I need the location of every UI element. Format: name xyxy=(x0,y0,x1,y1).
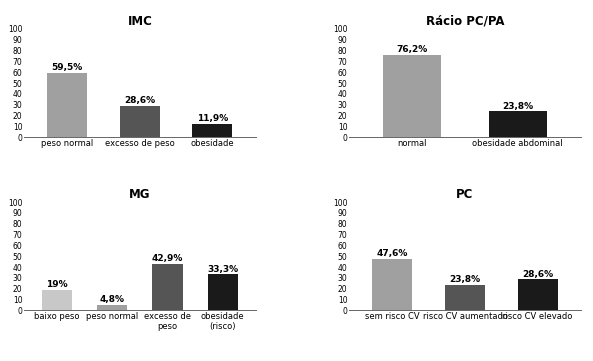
Text: 28,6%: 28,6% xyxy=(522,270,553,279)
Bar xyxy=(47,73,87,137)
Bar xyxy=(120,106,160,137)
Bar xyxy=(208,274,238,310)
Text: 11,9%: 11,9% xyxy=(197,114,228,123)
Text: 19%: 19% xyxy=(46,280,68,289)
Bar xyxy=(193,124,232,137)
Bar xyxy=(518,279,557,310)
Bar xyxy=(445,285,485,310)
Text: 59,5%: 59,5% xyxy=(52,63,83,72)
Text: 23,8%: 23,8% xyxy=(502,101,533,110)
Bar xyxy=(372,259,412,310)
Bar xyxy=(383,55,441,137)
Title: PC: PC xyxy=(457,188,474,201)
Title: Rácio PC/PA: Rácio PC/PA xyxy=(426,15,504,28)
Title: MG: MG xyxy=(129,188,151,201)
Text: 23,8%: 23,8% xyxy=(449,275,480,284)
Bar xyxy=(97,305,127,310)
Bar xyxy=(152,264,183,310)
Bar xyxy=(489,112,547,137)
Bar xyxy=(42,290,72,310)
Text: 76,2%: 76,2% xyxy=(397,45,428,54)
Text: 33,3%: 33,3% xyxy=(207,265,238,274)
Text: 4,8%: 4,8% xyxy=(100,295,125,304)
Text: 47,6%: 47,6% xyxy=(377,249,408,258)
Text: 28,6%: 28,6% xyxy=(125,96,155,105)
Title: IMC: IMC xyxy=(127,15,152,28)
Text: 42,9%: 42,9% xyxy=(152,254,183,263)
